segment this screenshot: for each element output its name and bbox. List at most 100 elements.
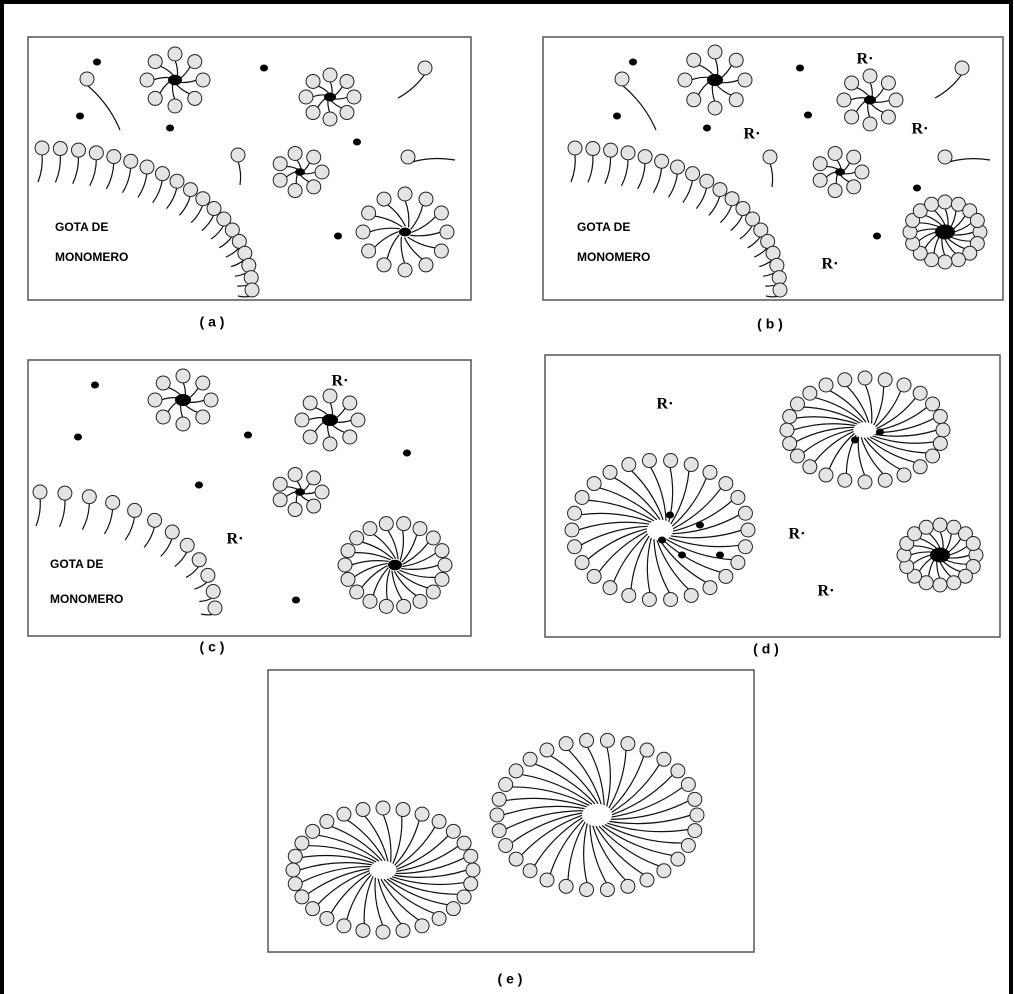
micelle-core [324, 93, 336, 102]
surfactant-head [700, 174, 714, 188]
surfactant-head [638, 150, 652, 164]
surfactant-head [703, 465, 717, 479]
surfactant-head [783, 410, 797, 424]
surfactant-head [568, 506, 582, 520]
surfactant-tail [698, 64, 714, 75]
surfactant-tail [876, 418, 935, 432]
surfactant-tail [505, 798, 587, 806]
surfactant-head [299, 90, 313, 104]
initiator [876, 429, 884, 436]
surfactant-head [58, 486, 72, 500]
surfactant-tail [167, 187, 177, 208]
surfactant-head [603, 465, 617, 479]
surfactant-head [168, 99, 182, 113]
surfactant-head [773, 283, 787, 297]
surfactant-head [783, 436, 797, 450]
surfactant-head [738, 73, 752, 87]
surfactant-head [303, 396, 317, 410]
surfactant-head [457, 836, 471, 850]
surfactant-head [419, 192, 433, 206]
surfactant-head [719, 477, 733, 491]
surfactant-head [201, 568, 215, 582]
surfactant-tail [307, 846, 376, 862]
surfactant-head [315, 165, 329, 179]
surfactant-tail [874, 386, 884, 425]
surfactant-head [684, 458, 698, 472]
surfactant-head [719, 569, 733, 583]
surfactant-tail [381, 879, 419, 920]
surfactant-head [435, 544, 449, 558]
surfactant-head [426, 585, 440, 599]
surfactant-tail [179, 196, 190, 216]
surfactant-tail [534, 764, 595, 804]
surfactant-tail [836, 174, 837, 185]
surfactant-tail [580, 513, 651, 522]
surfactant-tail [858, 436, 865, 476]
surfactant-head [35, 141, 49, 155]
surfactant-head [363, 522, 377, 536]
surfactant-head [671, 160, 685, 174]
surfactant-tail [609, 749, 626, 808]
surfactant-head [681, 777, 695, 791]
surfactant-head [509, 764, 523, 778]
surfactant-tail [364, 876, 373, 924]
surfactant-tail [296, 480, 301, 489]
surfactant-head [341, 572, 355, 586]
panel-caption: ( e ) [498, 971, 523, 987]
surfactant-head [295, 413, 309, 427]
surfactant-head [951, 253, 965, 267]
surfactant-head [938, 195, 952, 209]
surfactant-tail [873, 436, 935, 443]
surfactant-head [208, 601, 222, 615]
surfactant-tail [795, 417, 857, 424]
surfactant-tail [511, 813, 582, 843]
surfactant-head [919, 520, 933, 534]
initiator [696, 522, 704, 529]
surfactant-tail [795, 427, 854, 441]
surfactant-tail [393, 815, 402, 863]
radical-label: R· [857, 51, 874, 68]
radical-label: R· [818, 583, 835, 600]
surfactant-head [148, 91, 162, 105]
surfactant-head [307, 471, 321, 485]
surfactant-tail [638, 163, 645, 189]
surfactant-tail [401, 237, 405, 264]
surfactant-head [192, 553, 206, 567]
surfactant-head [687, 53, 701, 67]
surfactant-head [415, 807, 429, 821]
surfactant-tail [935, 74, 962, 98]
surfactant-head [419, 258, 433, 272]
surfactant-head [432, 815, 446, 829]
surfactant-tail [172, 83, 175, 100]
surfactant-head [343, 430, 357, 444]
surfactant-tail [219, 236, 232, 248]
initiator [613, 113, 621, 120]
surfactant-head [356, 923, 370, 937]
surfactant-head [306, 902, 320, 916]
droplet-label: GOTA DE [55, 220, 108, 234]
surfactant-tail [347, 820, 385, 861]
surfactant-head [622, 588, 636, 602]
surfactant-head [586, 142, 600, 156]
surfactant-tail [106, 163, 113, 189]
surfactant-tail [328, 100, 330, 113]
surfactant-tail [568, 749, 601, 804]
surfactant-head [140, 160, 154, 174]
initiator [260, 65, 268, 72]
surfactant-head [664, 454, 678, 468]
surfactant-head [165, 525, 179, 539]
surfactant-head [657, 864, 671, 878]
surfactant-head [362, 244, 376, 258]
surfactant-head [379, 599, 393, 613]
surfactant-head [33, 485, 47, 499]
surfactant-head [881, 76, 895, 90]
surfactant-head [413, 594, 427, 608]
surfactant-tail [770, 163, 773, 187]
surfactant-head [107, 150, 121, 164]
surfactant-head [858, 371, 872, 385]
surfactant-head [947, 576, 961, 590]
surfactant-tail [411, 204, 423, 229]
surfactant-head [196, 73, 210, 87]
surfactant-tail [875, 430, 937, 436]
surfactant-tail [375, 878, 383, 926]
